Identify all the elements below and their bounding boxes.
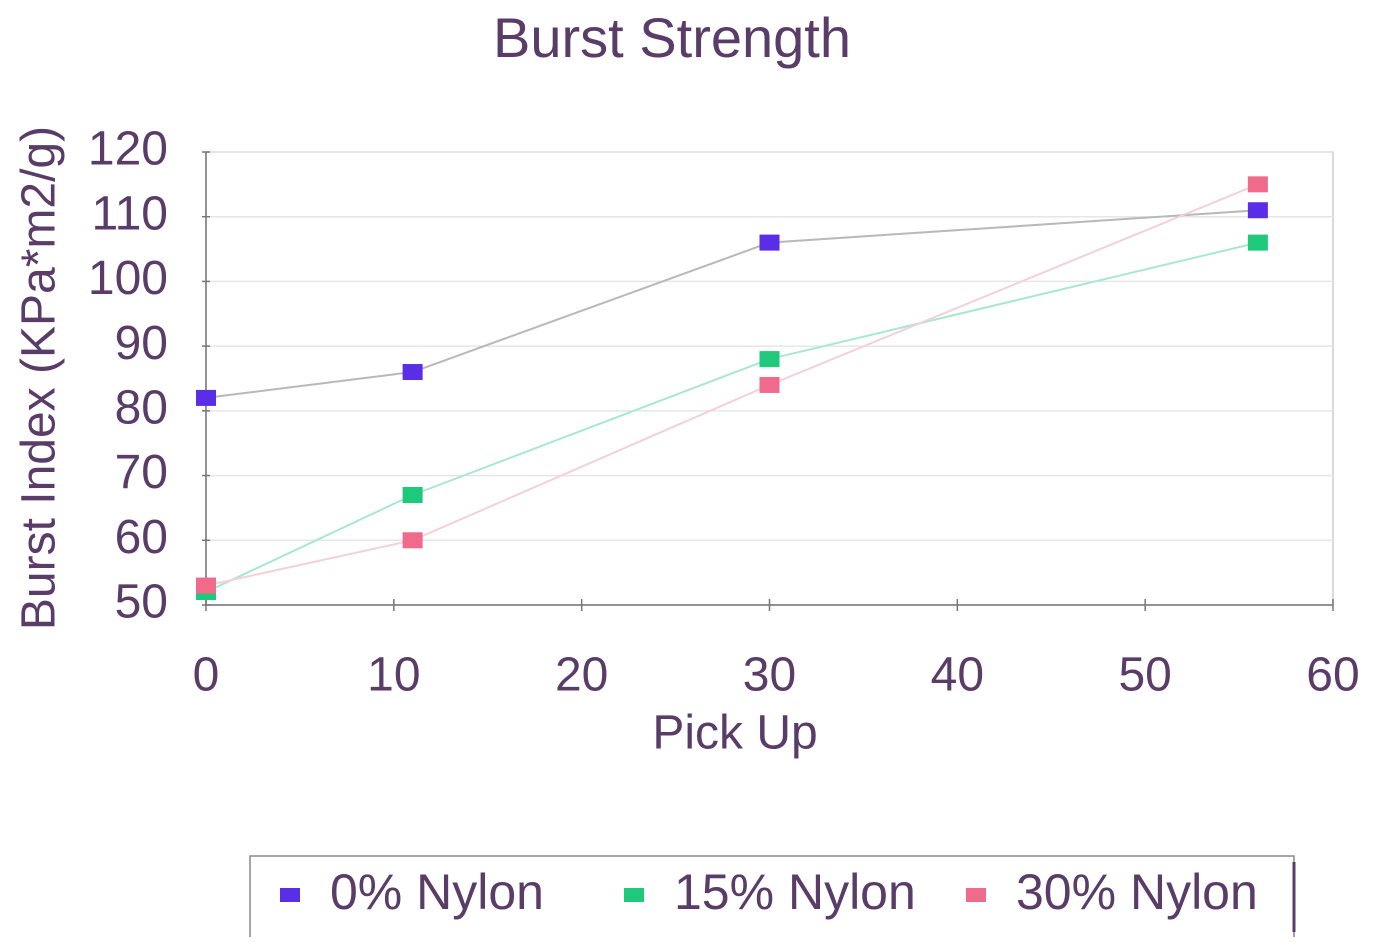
legend-marker — [624, 888, 644, 902]
point-marker — [402, 532, 423, 549]
y-tick-label: 60 — [115, 511, 168, 564]
x-tick-label: 20 — [555, 649, 608, 702]
point-marker — [759, 376, 780, 393]
x-tick-label: 60 — [1306, 649, 1359, 702]
y-axis-label: Burst Index (KPa*m2/g) — [13, 126, 66, 630]
point-marker — [759, 234, 780, 251]
legend-marker — [280, 888, 300, 902]
x-tick-label: 0 — [193, 649, 220, 702]
point-marker — [1247, 176, 1268, 193]
point-marker — [196, 577, 216, 594]
y-tick-label: 80 — [115, 382, 168, 435]
x-tick-label: 30 — [743, 649, 796, 702]
point-marker — [402, 364, 423, 381]
y-tick-label: 120 — [88, 123, 168, 176]
series-line — [205, 209, 1258, 399]
x-axis-label: Pick Up — [652, 707, 817, 760]
point-marker — [402, 486, 423, 503]
point-marker — [1247, 202, 1268, 219]
point-marker — [1247, 234, 1268, 251]
y-tick-label: 70 — [115, 446, 168, 499]
y-tick-label: 90 — [115, 317, 168, 370]
y-tick-label: 50 — [115, 576, 168, 629]
legend-label: 0% Nylon — [330, 864, 544, 920]
legend-marker — [966, 888, 986, 902]
legend-label: 15% Nylon — [674, 864, 916, 920]
x-tick-label: 50 — [1118, 649, 1171, 702]
series-line — [205, 241, 1259, 593]
series-line — [205, 183, 1259, 587]
x-tick-label: 40 — [931, 649, 984, 702]
point-marker — [759, 351, 780, 368]
x-tick-label: 10 — [367, 649, 420, 702]
y-tick-label: 110 — [91, 187, 168, 240]
legend-label: 30% Nylon — [1016, 864, 1258, 920]
y-tick-label: 100 — [88, 252, 168, 305]
chart-title: Burst Strength — [493, 6, 851, 69]
point-marker — [196, 389, 216, 406]
